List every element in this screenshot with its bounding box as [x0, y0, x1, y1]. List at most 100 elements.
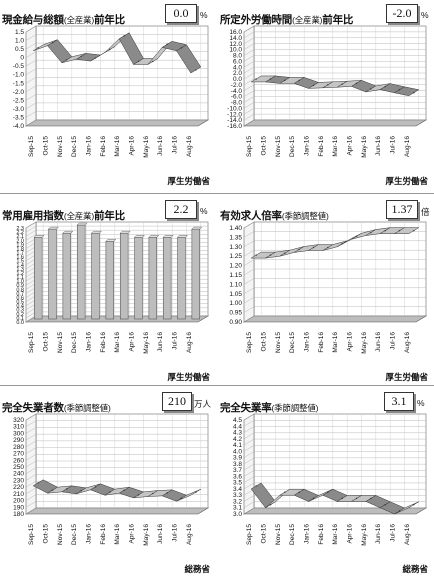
- x-tick-label: Jul-16: [390, 332, 397, 350]
- source-label: 厚生労働省: [167, 372, 210, 382]
- y-tick-label: 300: [13, 430, 24, 437]
- data-point: [123, 35, 125, 37]
- gridline: [243, 426, 255, 433]
- panel-title: 完全失業率(季節調整値): [220, 402, 319, 414]
- gridline: [243, 250, 255, 257]
- data-point: [413, 92, 415, 94]
- data-point: [269, 254, 272, 256]
- y-tick-label: 3.9: [233, 455, 242, 462]
- data-point: [370, 231, 372, 234]
- bar-top: [177, 235, 188, 238]
- x-tick-label: Aug-16: [404, 524, 411, 545]
- panel-employment-index: 常用雇用指数(全産業)前年比 2.2 % 2.3 2.2 2.1 2.0 1.9 1.8 1…: [0, 196, 214, 384]
- data-point: [284, 79, 286, 82]
- y-tick-label: 0: [20, 55, 24, 62]
- y-tick-label: 0.5: [16, 300, 24, 306]
- gridline: [25, 454, 37, 461]
- y-tick-label: 290: [13, 437, 24, 444]
- panel-wages: 現金給与総額(全産業)前年比 0.0 % 1.5 1.0 0.5 0 -0.5 -1.0-…: [0, 0, 214, 188]
- bar: [48, 228, 57, 320]
- panel-title: 完全失業者数(季節調整値): [2, 402, 111, 414]
- gridline: [243, 78, 255, 86]
- y-tick-label: 210: [13, 491, 24, 498]
- x-tick-label: Apr-16: [347, 332, 354, 352]
- x-tick-label: Aug-16: [186, 524, 193, 545]
- bar-top: [162, 235, 174, 238]
- data-point: [109, 48, 111, 51]
- value-unit: 万人: [194, 399, 212, 409]
- data-point: [327, 491, 329, 493]
- y-tick-label: 250: [13, 464, 24, 471]
- y-tick-label: -1.5: [13, 80, 25, 87]
- y-tick-label: 1.0: [15, 38, 24, 45]
- y-tick-label: -4.0: [13, 123, 25, 130]
- y-tick-label: 12.0: [229, 41, 242, 48]
- gridline: [243, 420, 255, 427]
- data-point: [255, 254, 257, 256]
- y-tick-label: 0.1: [16, 316, 24, 322]
- y-tick-label: -3.0: [13, 106, 25, 113]
- gridline: [243, 476, 255, 483]
- y-tick-label: 14.0: [229, 35, 242, 42]
- data-point: [398, 89, 401, 91]
- data-point: [284, 252, 286, 254]
- gridline: [243, 108, 255, 115]
- gridline: [243, 413, 255, 421]
- data-point: [66, 59, 68, 61]
- x-tick-label: Mar-16: [114, 136, 121, 157]
- x-tick-label: Mar-16: [114, 332, 121, 353]
- x-tick-label: Nov-15: [275, 524, 282, 545]
- x-tick-label: Feb-16: [100, 332, 107, 353]
- gridline: [243, 432, 255, 439]
- data-point: [255, 485, 257, 487]
- x-tick-label: Feb-16: [318, 524, 325, 545]
- gridline: [243, 507, 255, 515]
- data-point: [370, 88, 372, 90]
- gridline: [25, 221, 37, 229]
- panel-unemployment-rate: 完全失業率(季節調整値) 3.1 % 4.5 4.4 4.3 4.2 4.1 4.0 3.9…: [218, 388, 432, 576]
- x-tick-label: Nov-15: [57, 136, 64, 157]
- gridline: [25, 447, 37, 454]
- x-tick-label: May-16: [143, 332, 150, 354]
- bar: [105, 241, 115, 320]
- gridline: [25, 413, 37, 421]
- gridline: [243, 297, 255, 304]
- y-tick-label: 0.4: [16, 304, 24, 310]
- panel-overtime: 所定外労働時間(全産業)前年比 -2.0 % 16.0 14.0 12.0 10.0 8…: [218, 0, 432, 188]
- bar-top: [76, 222, 88, 226]
- bar-top: [119, 230, 131, 234]
- gridline: [243, 66, 255, 74]
- y-tick-label: 240: [13, 471, 24, 478]
- series-ribbon-segment: [394, 501, 419, 515]
- x-tick-label: Jun-16: [157, 332, 164, 352]
- gridline: [25, 94, 37, 101]
- data-point: [137, 494, 140, 496]
- y-tick-label: -8.0: [231, 100, 243, 107]
- data-point: [123, 489, 125, 491]
- gridline: [25, 119, 37, 127]
- y-tick-label: 1.2: [16, 271, 24, 277]
- y-tick-label: -6.0: [231, 94, 243, 101]
- y-tick-label: 4.3: [233, 430, 242, 437]
- gridline: [243, 37, 255, 44]
- data-point: [137, 60, 140, 63]
- y-tick-label: 3.0: [233, 511, 242, 518]
- y-tick-label: -2.0: [13, 89, 25, 96]
- x-tick-label: Jul-16: [172, 524, 179, 542]
- y-tick-label: 1.8: [16, 246, 24, 252]
- gridline: [25, 77, 37, 84]
- gridline: [25, 102, 37, 110]
- y-tick-label: 1.25: [229, 253, 242, 260]
- data-point: [312, 497, 315, 500]
- x-tick-label: Jan-16: [304, 524, 311, 544]
- gridline: [243, 90, 255, 97]
- gridline: [243, 84, 255, 91]
- y-tick-label: 2.1: [16, 234, 24, 240]
- y-tick-label: 1.9: [16, 242, 24, 248]
- gridline: [25, 507, 37, 515]
- latest-value-box: 3.1: [384, 392, 414, 411]
- y-tick-label: -3.5: [13, 114, 25, 121]
- series-ribbon-segment: [393, 227, 420, 234]
- y-tick-label: 1.10: [229, 281, 242, 288]
- y-tick-label: 4.0: [233, 448, 242, 455]
